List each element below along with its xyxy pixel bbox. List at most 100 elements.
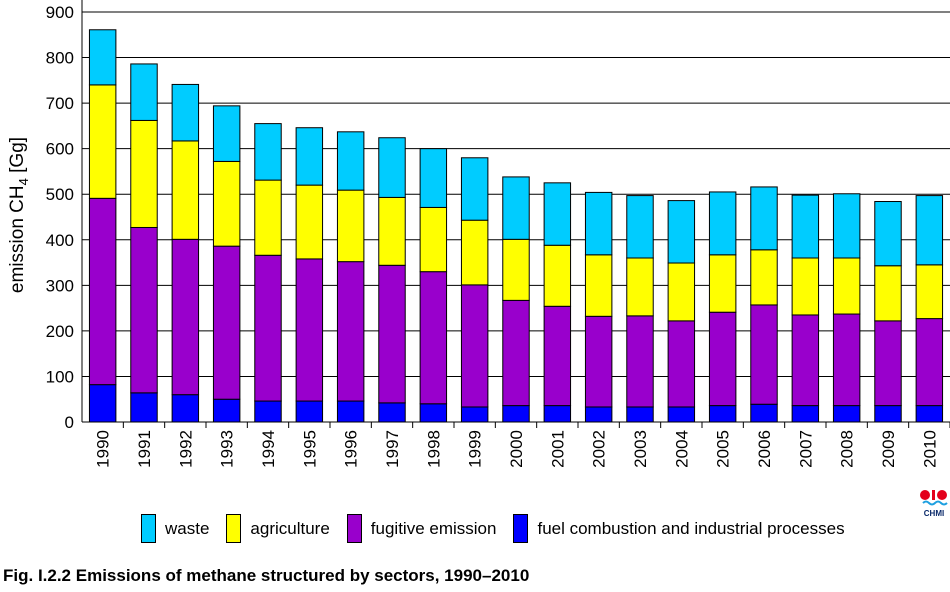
bar-segment — [543, 405, 572, 423]
bar-segment — [212, 245, 241, 400]
x-tick-label: 2001 — [548, 430, 567, 468]
bar-segment — [584, 254, 613, 317]
bar-segment — [254, 400, 282, 423]
y-tick-label: 600 — [46, 140, 74, 159]
x-tick-label: 1994 — [259, 430, 278, 468]
bar-segment — [750, 249, 778, 306]
x-tick-label: 2000 — [507, 430, 526, 468]
y-tick-label: 300 — [46, 276, 74, 295]
bars — [88, 29, 944, 423]
bar-segment — [667, 320, 696, 408]
bar-segment — [708, 405, 737, 423]
bar-segment — [874, 320, 902, 407]
legend-swatch-fuel-combustion — [513, 514, 529, 543]
x-tick-label: 2002 — [590, 430, 609, 468]
bar-segment — [502, 176, 530, 240]
x-tick-label: 1998 — [424, 430, 443, 468]
bar-segment — [543, 244, 572, 307]
bar-segment — [88, 384, 117, 423]
bar-segment — [708, 191, 737, 256]
legend-item-agriculture: agriculture — [226, 514, 330, 543]
y-axis-label: emission CH4 [Gg] — [7, 137, 31, 293]
bar-segment — [419, 206, 448, 273]
legend: waste agriculture fugitive emission fuel… — [141, 514, 862, 543]
bar-segment — [791, 314, 820, 407]
bar-segment — [832, 193, 861, 259]
bar-segment — [708, 311, 737, 407]
bar-segment — [295, 400, 324, 423]
bar-segment — [295, 258, 324, 402]
bar-segment — [543, 305, 572, 407]
bar-segment — [130, 119, 158, 228]
bar-segment — [791, 194, 820, 259]
x-tick-label: 1990 — [94, 430, 113, 468]
x-tick-label: 1991 — [135, 430, 154, 468]
bar-segment — [212, 105, 241, 162]
bar-segment — [378, 137, 406, 198]
y-tick-label: 200 — [46, 322, 74, 341]
y-tick-label: 400 — [46, 231, 74, 250]
bar-segment — [419, 148, 448, 208]
bar-segment — [832, 313, 861, 407]
bar-segment — [130, 63, 158, 121]
bar-segment — [419, 403, 448, 423]
legend-label-fugitive-emission: fugitive emission — [370, 518, 497, 538]
legend-item-fugitive-emission: fugitive emission — [346, 514, 497, 543]
legend-label-waste: waste — [165, 518, 210, 538]
bar-segment — [295, 184, 324, 260]
bar-segment — [336, 261, 365, 402]
bar-segment — [667, 262, 696, 322]
bar-segment — [791, 257, 820, 316]
bar-segment — [915, 405, 944, 423]
chmi-logo: CHMI — [920, 490, 948, 518]
bar-segment — [502, 238, 530, 301]
bar-segment — [626, 257, 654, 317]
bar-segment — [915, 318, 944, 407]
legend-item-fuel-combustion: fuel combustion and industrial processes — [513, 514, 845, 543]
bar-segment — [791, 405, 820, 423]
y-tick-label: 500 — [46, 185, 74, 204]
bar-segment — [915, 195, 944, 266]
bar-segment — [750, 186, 778, 251]
bar-segment — [336, 131, 365, 191]
bar-segment — [626, 315, 654, 408]
bar-segment — [88, 84, 117, 199]
y-tick-label: 0 — [65, 413, 74, 432]
y-tick-labels: 0 100 200 300 400 500 600 700 800 900 — [46, 3, 74, 432]
x-tick-label: 2005 — [714, 430, 733, 468]
x-tick-label: 1997 — [383, 430, 402, 468]
bar-segment — [254, 123, 282, 181]
x-tick-label: 1999 — [466, 430, 485, 468]
x-tick-label: 2004 — [672, 430, 691, 468]
bar-segment — [460, 406, 489, 423]
bar-segment — [419, 271, 448, 405]
bar-segment — [295, 127, 324, 186]
bar-segment — [460, 219, 489, 286]
legend-label-agriculture: agriculture — [250, 518, 330, 538]
bar-segment — [584, 315, 613, 408]
bar-segment — [88, 197, 117, 386]
bar-segment — [171, 394, 200, 423]
bar-segment — [212, 160, 241, 247]
bar-segment — [171, 238, 200, 396]
axes — [81, 0, 950, 428]
bar-segment — [212, 398, 241, 423]
bar-segment — [626, 406, 654, 423]
x-tick-label: 1992 — [176, 430, 195, 468]
bar-segment — [874, 405, 902, 423]
bar-segment — [502, 299, 530, 407]
x-tick-label: 2003 — [631, 430, 650, 468]
bar-segment — [336, 189, 365, 263]
legend-swatch-waste — [141, 514, 156, 543]
bar-segment — [708, 254, 737, 313]
x-tick-label: 2008 — [838, 430, 857, 468]
legend-swatch-agriculture — [226, 514, 242, 543]
bar-segment — [460, 284, 489, 408]
figure-caption: Fig. I.2.2 Emissions of methane structur… — [3, 566, 530, 585]
x-tick-label: 1993 — [218, 430, 237, 468]
bar-segment — [460, 157, 489, 221]
bar-segment — [336, 400, 365, 423]
bar-segment — [832, 405, 861, 423]
x-tick-label: 1996 — [342, 430, 361, 468]
